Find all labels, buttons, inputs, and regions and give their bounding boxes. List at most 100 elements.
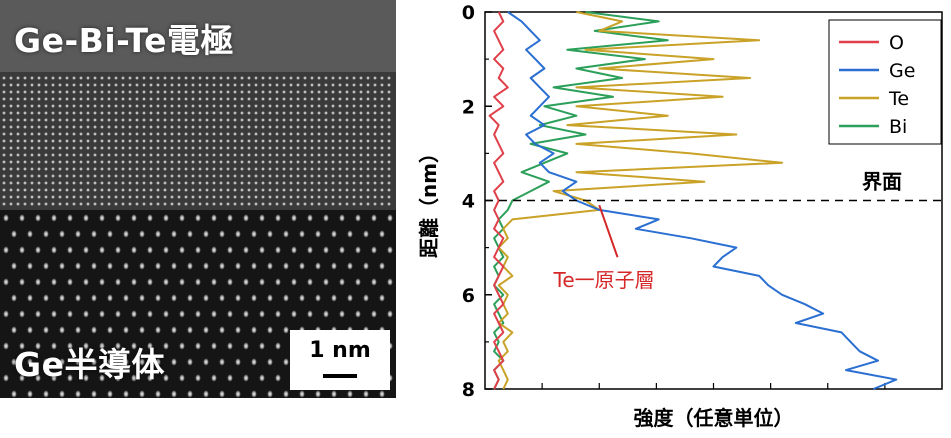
lattice-atom — [130, 245, 138, 255]
lattice-atom — [141, 96, 147, 102]
lattice-atom — [225, 110, 231, 116]
lattice-atom — [71, 201, 77, 207]
lattice-atom — [18, 245, 26, 255]
lattice-atom — [316, 138, 322, 144]
lattice-atom — [183, 89, 189, 95]
lattice-atom — [26, 229, 34, 239]
lattice-atom — [295, 117, 301, 123]
lattice-atom — [362, 261, 370, 271]
lattice-atom — [36, 131, 42, 137]
lattice-atom — [58, 357, 66, 367]
lattice-atom — [155, 173, 161, 179]
lattice-atom — [26, 261, 34, 271]
lattice-atom — [26, 357, 34, 367]
lattice-atom — [204, 124, 210, 130]
semiconductor-atoms — [2, 213, 394, 398]
lattice-atom — [225, 117, 231, 123]
lattice-atom — [141, 180, 147, 186]
lattice-atom — [372, 110, 378, 116]
lattice-atom — [316, 110, 322, 116]
lattice-atom — [314, 261, 322, 271]
lattice-atom — [337, 180, 343, 186]
lattice-atom — [226, 373, 234, 383]
lattice-atom — [232, 201, 238, 207]
lattice-atom — [134, 110, 140, 116]
lattice-atom — [239, 180, 245, 186]
lattice-atom — [141, 194, 147, 200]
lattice-atom — [204, 194, 210, 200]
lattice-atom — [337, 138, 343, 144]
lattice-atom — [183, 152, 189, 158]
lattice-atom — [154, 357, 162, 367]
lattice-atom — [282, 261, 290, 271]
lattice-atom — [309, 110, 315, 116]
lattice-atom — [22, 194, 28, 200]
lattice-atom — [316, 201, 322, 207]
lattice-atom — [85, 103, 91, 109]
lattice-atom — [22, 103, 28, 109]
lattice-atom — [71, 110, 77, 116]
lattice-atom — [302, 75, 308, 81]
lattice-atom — [323, 75, 329, 81]
scale-bar-line — [323, 374, 357, 378]
lattice-atom — [274, 173, 280, 179]
lattice-atom — [120, 82, 126, 88]
lattice-atom — [260, 194, 266, 200]
lattice-atom — [197, 89, 203, 95]
lattice-atom — [134, 124, 140, 130]
lattice-atom — [386, 117, 392, 123]
lattice-atom — [225, 166, 231, 172]
lattice-atom — [290, 245, 298, 255]
lattice-atom — [372, 117, 378, 123]
lattice-atom — [232, 187, 238, 193]
lattice-atom — [183, 96, 189, 102]
lattice-atom — [379, 138, 385, 144]
lattice-atom — [246, 89, 252, 95]
lattice-atom — [176, 124, 182, 130]
lattice-atom — [344, 103, 350, 109]
lattice-atom — [178, 277, 186, 287]
lattice-atom — [22, 138, 28, 144]
lattice-atom — [66, 277, 74, 287]
lattice-atom — [239, 89, 245, 95]
lattice-atom — [120, 180, 126, 186]
lattice-atom — [50, 194, 56, 200]
lattice-atom — [344, 89, 350, 95]
lattice-atom — [8, 89, 14, 95]
lattice-atom — [120, 103, 126, 109]
lattice-atom — [344, 152, 350, 158]
lattice-atom — [260, 89, 266, 95]
lattice-atom — [379, 173, 385, 179]
lattice-atom — [202, 229, 210, 239]
lattice-atom — [10, 261, 18, 271]
lattice-atom — [43, 124, 49, 130]
lattice-atom — [281, 180, 287, 186]
lattice-atom — [29, 75, 35, 81]
lattice-atom — [148, 89, 154, 95]
lattice-atom — [71, 117, 77, 123]
lattice-atom — [170, 293, 178, 303]
lattice-atom — [372, 96, 378, 102]
lattice-atom — [29, 110, 35, 116]
lattice-atom — [338, 245, 346, 255]
lattice-atom — [282, 325, 290, 335]
lattice-atom — [282, 357, 290, 367]
lattice-atom — [186, 261, 194, 271]
lattice-atom — [372, 131, 378, 137]
lattice-atom — [1, 117, 7, 123]
lattice-atom — [8, 96, 14, 102]
lattice-atom — [281, 96, 287, 102]
lattice-atom — [302, 159, 308, 165]
lattice-atom — [22, 117, 28, 123]
lattice-atom — [1, 194, 7, 200]
lattice-atom — [134, 152, 140, 158]
lattice-atom — [120, 124, 126, 130]
lattice-atom — [323, 194, 329, 200]
lattice-atom — [204, 180, 210, 186]
lattice-atom — [309, 145, 315, 151]
lattice-atom — [130, 277, 138, 287]
lattice-atom — [22, 180, 28, 186]
lattice-atom — [239, 194, 245, 200]
lattice-atom — [43, 187, 49, 193]
lattice-atom — [22, 124, 28, 130]
